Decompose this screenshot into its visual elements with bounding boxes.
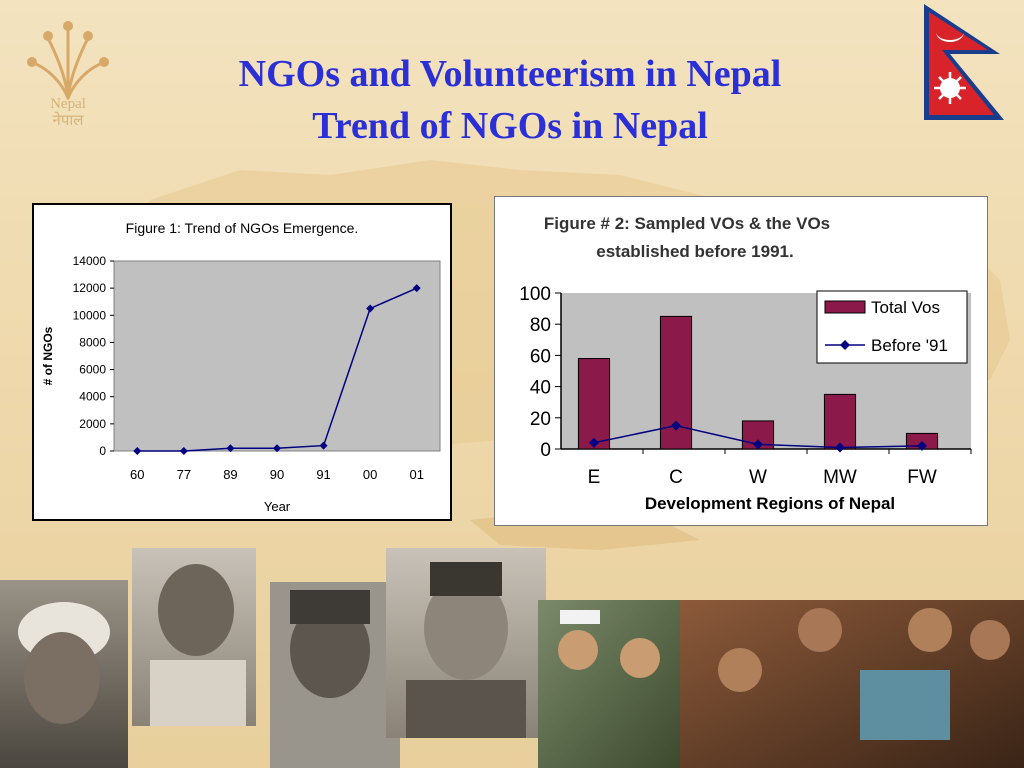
- figure-2-title-line-1: Figure # 2: Sampled VOs & the VOs: [544, 214, 830, 233]
- figure-1-plot-area: [113, 260, 441, 452]
- figure-2-y-tick-label: 100: [519, 284, 551, 305]
- figure-2-data-point: [835, 442, 845, 453]
- figure-1-x-tick-label: 01: [409, 467, 423, 482]
- figure-2-x-tick-label: C: [669, 467, 683, 488]
- figure-2-x-tick-label: MW: [823, 467, 857, 488]
- figure-1-y-tick-label: 8000: [79, 335, 106, 349]
- figure-2-data-point: [589, 437, 599, 448]
- figure-2-x-tick-label: W: [749, 467, 767, 488]
- photo-man-2: [132, 548, 256, 726]
- figure-2-data-point: [671, 420, 681, 431]
- figure-2-y-tick-label: 20: [530, 409, 551, 430]
- figure-1-y-tick-label: 0: [99, 444, 106, 458]
- photo-man-4: [386, 548, 546, 738]
- figure-1-y-tick-label: 12000: [73, 281, 107, 295]
- figure-2-bar: [577, 358, 611, 450]
- figure-1-y-axis-label: # of NGOs: [41, 326, 55, 385]
- figure-1-data-point: [366, 304, 375, 313]
- logo-line2: नेपाल: [52, 113, 84, 129]
- figure-2-x-axis-label: Development Regions of Nepal: [645, 494, 895, 513]
- logo-text: Nepal नेपाल: [28, 96, 108, 130]
- photo-scouts: [538, 600, 680, 768]
- figure-1-data-point: [273, 444, 281, 453]
- figure-2-svg: Figure # 2: Sampled VOs & the VOs establ…: [519, 214, 972, 513]
- figure-1-x-tick-label: 60: [130, 467, 144, 482]
- photo-women-group: [680, 600, 1024, 768]
- figure-2-x-tick-label: FW: [907, 467, 937, 488]
- figure-1-x-tick-label: 00: [363, 467, 377, 482]
- photo-man-3: [270, 582, 400, 768]
- figure-1-y-tick-label: 14000: [73, 254, 107, 268]
- figure-1-title: Figure 1: Trend of NGOs Emergence.: [126, 220, 359, 236]
- figure-1-y-tick-label: 4000: [79, 390, 106, 404]
- figure-2-y-tick-label: 40: [530, 378, 551, 399]
- figure-1-line-chart: Figure 1: Trend of NGOs Emergence. # of …: [32, 203, 452, 521]
- figure-1-x-tick-label: 89: [223, 467, 237, 482]
- figure-2-data-point: [753, 439, 763, 450]
- figure-2-bar-chart: Figure # 2: Sampled VOs & the VOs establ…: [494, 196, 988, 526]
- figure-2-bar: [823, 393, 857, 450]
- title-line-2: Trend of NGOs in Nepal: [312, 105, 708, 147]
- figure-1-y-tick-label: 2000: [79, 417, 106, 431]
- figure-1-data-point: [179, 447, 188, 455]
- nepal-tourism-logo: [27, 21, 109, 100]
- nepal-flag-icon: [924, 4, 1004, 120]
- photo-collage: [0, 548, 1024, 768]
- figure-2-x-tick-label: E: [588, 467, 601, 488]
- figure-1-x-tick-label: 90: [270, 467, 284, 482]
- figure-1-data-point: [133, 447, 142, 455]
- figure-2-y-tick-label: 60: [530, 346, 551, 367]
- figure-2-data-point: [917, 440, 927, 451]
- figure-1-data-point: [412, 284, 421, 293]
- figure-1-data-point: [226, 444, 235, 453]
- figure-1-x-axis-label: Year: [264, 499, 291, 514]
- slide-title: NGOs and Volunteerism in Nepal Trend of …: [110, 48, 910, 152]
- figure-2-y-tick-label: 80: [530, 315, 551, 336]
- figure-2-title-line-2: established before 1991.: [596, 242, 793, 261]
- figure-1-y-tick-label: 6000: [79, 363, 106, 377]
- title-line-1: NGOs and Volunteerism in Nepal: [238, 53, 782, 95]
- figure-1-x-tick-label: 77: [177, 467, 191, 482]
- legend-label-total: Total Vos: [871, 298, 940, 317]
- legend-marker-swatch: [840, 340, 850, 350]
- figure-1-x-tick-label: 91: [316, 467, 330, 482]
- legend-bar-swatch: [824, 300, 866, 314]
- figure-1-data-point: [319, 441, 328, 450]
- figure-2-y-tick-label: 0: [540, 440, 551, 461]
- legend-label-before91: Before '91: [871, 336, 948, 355]
- figure-1-svg: Figure 1: Trend of NGOs Emergence. # of …: [41, 220, 441, 514]
- figure-1-y-tick-label: 10000: [73, 308, 107, 322]
- photo-elder-man: [0, 580, 128, 768]
- logo-line1: Nepal: [50, 96, 86, 112]
